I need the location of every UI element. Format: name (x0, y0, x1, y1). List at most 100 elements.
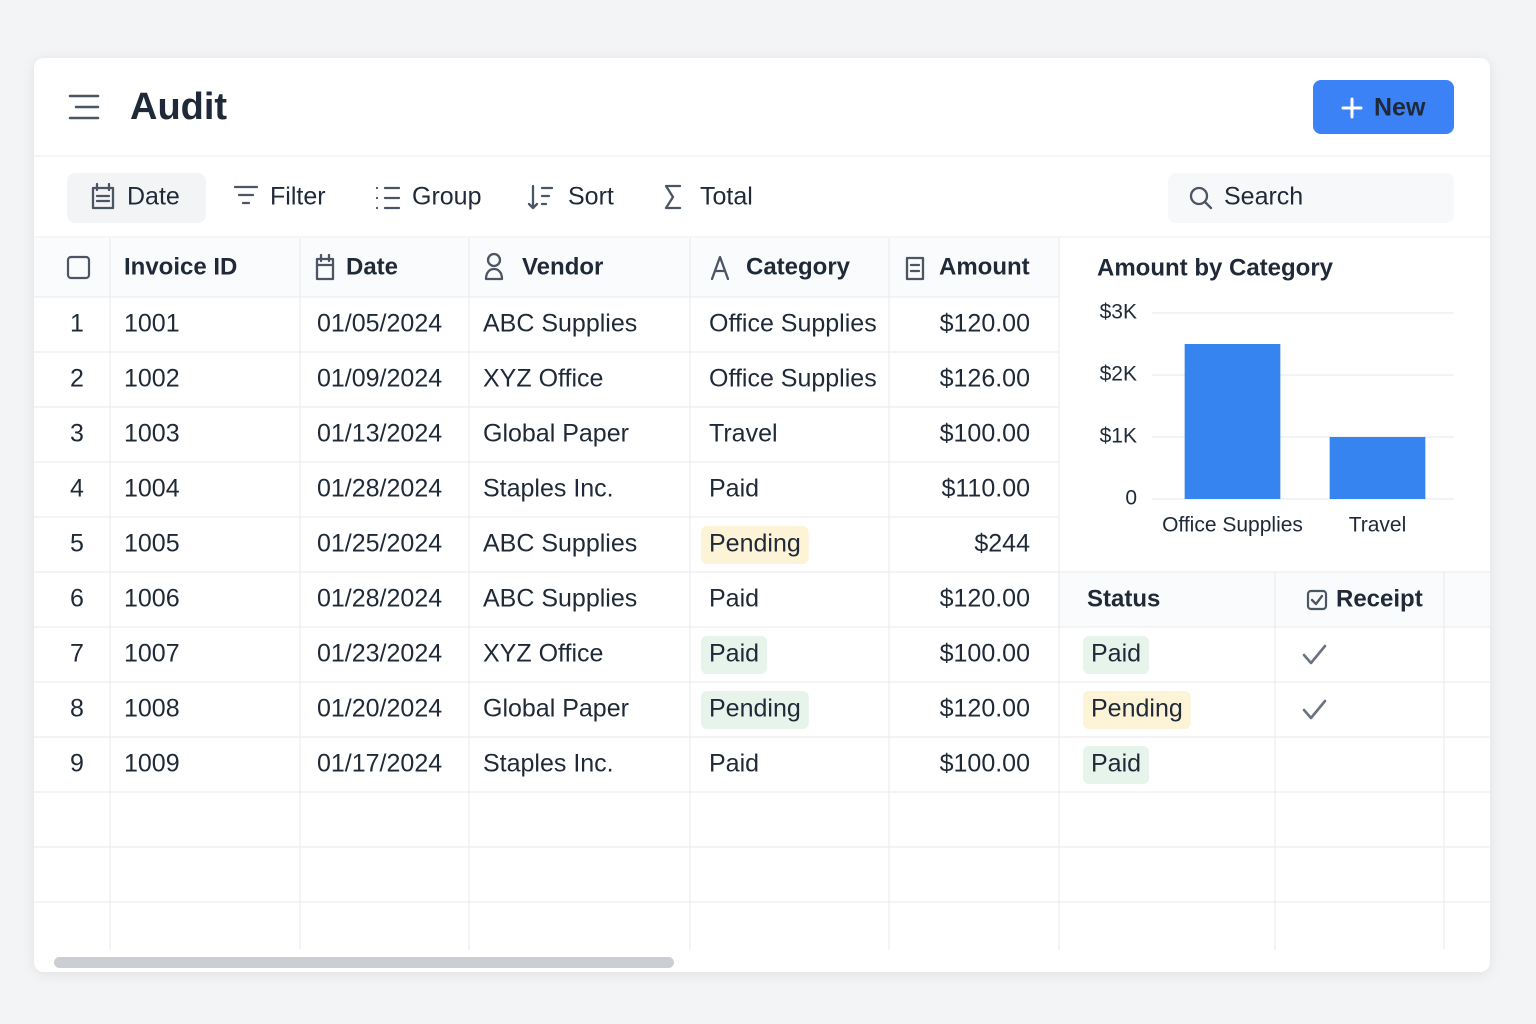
search-box[interactable] (1168, 173, 1454, 223)
row-number: 5 (70, 530, 84, 558)
cell: $120.00 (940, 310, 1030, 338)
cell: 01/28/2024 (317, 475, 442, 503)
menu-icon[interactable] (68, 94, 100, 120)
table-header-bg (34, 238, 1059, 297)
cell: ABC Supplies (483, 585, 637, 613)
tag (1083, 691, 1191, 729)
row-number: 7 (70, 640, 84, 668)
tag (1083, 746, 1150, 784)
cell: ABC Supplies (483, 310, 637, 338)
column-header: Category (746, 253, 851, 280)
bar (1329, 437, 1426, 499)
cell: XYZ Office (483, 640, 603, 668)
toolbar-item[interactable]: Group (412, 183, 481, 211)
toolbar-item[interactable]: Sort (568, 183, 614, 211)
tag (1083, 636, 1150, 674)
y-tick-label: 0 (1125, 487, 1137, 510)
toolbar-icon (233, 185, 259, 205)
column-icon (710, 255, 730, 281)
date-chip[interactable] (67, 173, 206, 223)
column-header: Invoice ID (124, 253, 237, 280)
x-tick-label: Office Supplies (1162, 514, 1303, 537)
toolbar-icon (91, 182, 115, 210)
cell: 01/23/2024 (317, 640, 442, 668)
row-number: 8 (70, 695, 84, 723)
column-icon (484, 252, 504, 281)
cell: Global Paper (483, 695, 629, 723)
cell: $100.00 (940, 420, 1030, 448)
toolbar-item[interactable]: Total (700, 183, 753, 211)
bar (1184, 344, 1281, 499)
cell: 1006 (124, 585, 180, 613)
x-tick-label: Travel (1349, 514, 1407, 537)
receipt-check (1302, 644, 1327, 665)
cell: $100.00 (940, 750, 1030, 778)
cell: 1001 (124, 310, 180, 338)
column-header: Receipt (1336, 585, 1423, 612)
column-icon (905, 256, 925, 281)
tag (701, 526, 809, 564)
cell: Paid (709, 475, 759, 503)
cell: 01/20/2024 (317, 695, 442, 723)
search-placeholder: Search (1224, 183, 1303, 211)
cell: 01/05/2024 (317, 310, 442, 338)
toolbar-icon (375, 186, 401, 210)
cell: 1009 (124, 750, 180, 778)
y-tick-label: $2K (1100, 363, 1137, 386)
tag-label: Paid (1091, 750, 1141, 778)
row-number: 9 (70, 750, 84, 778)
cell: Travel (709, 420, 778, 448)
toolbar-icon (664, 184, 682, 210)
cell: 01/13/2024 (317, 420, 442, 448)
column-header: Vendor (522, 253, 603, 280)
cell: 01/28/2024 (317, 585, 442, 613)
row-number: 1 (70, 310, 84, 338)
cell: Global Paper (483, 420, 629, 448)
cell: 1002 (124, 365, 180, 393)
cell: ABC Supplies (483, 530, 637, 558)
cell: 1003 (124, 420, 180, 448)
column-icon (315, 253, 335, 281)
new-button-label: New (1374, 94, 1426, 122)
column-header: Amount (939, 253, 1030, 280)
cell: XYZ Office (483, 365, 603, 393)
new-button[interactable] (1313, 80, 1454, 134)
row-number: 6 (70, 585, 84, 613)
y-tick-label: $3K (1100, 301, 1137, 324)
cell: 01/25/2024 (317, 530, 442, 558)
cell: 1008 (124, 695, 180, 723)
cell: Staples Inc. (483, 475, 614, 503)
tag-label: Pending (709, 695, 801, 723)
search-icon (1203, 200, 1213, 210)
select-all-checkbox[interactable] (66, 255, 91, 280)
tag (701, 636, 768, 674)
cell: Paid (709, 750, 759, 778)
column-icon (1310, 594, 1324, 606)
plus-icon (1341, 97, 1363, 119)
cell: Paid (709, 585, 759, 613)
scrollbar[interactable] (54, 957, 674, 968)
cell: $120.00 (940, 585, 1030, 613)
cell: $244 (974, 530, 1030, 558)
row-number: 3 (70, 420, 84, 448)
tag (701, 691, 809, 729)
tag-label: Pending (709, 530, 801, 558)
cell: $120.00 (940, 695, 1030, 723)
cell: 1007 (124, 640, 180, 668)
search-icon (1189, 186, 1209, 206)
cell: $126.00 (940, 365, 1030, 393)
page-title: Audit (130, 86, 227, 128)
row-number: 2 (70, 365, 84, 393)
cell: 01/09/2024 (317, 365, 442, 393)
cell: $100.00 (940, 640, 1030, 668)
column-header: Date (346, 253, 398, 280)
y-tick-label: $1K (1100, 425, 1137, 448)
cell: $110.00 (941, 475, 1030, 503)
cell: Staples Inc. (483, 750, 614, 778)
cell: Office Supplies (709, 365, 877, 393)
cell: Office Supplies (709, 310, 877, 338)
toolbar-item[interactable]: Filter (270, 183, 326, 211)
receipt-check (1302, 699, 1327, 720)
toolbar-item[interactable]: Date (127, 183, 180, 211)
column-icon (1306, 589, 1328, 611)
